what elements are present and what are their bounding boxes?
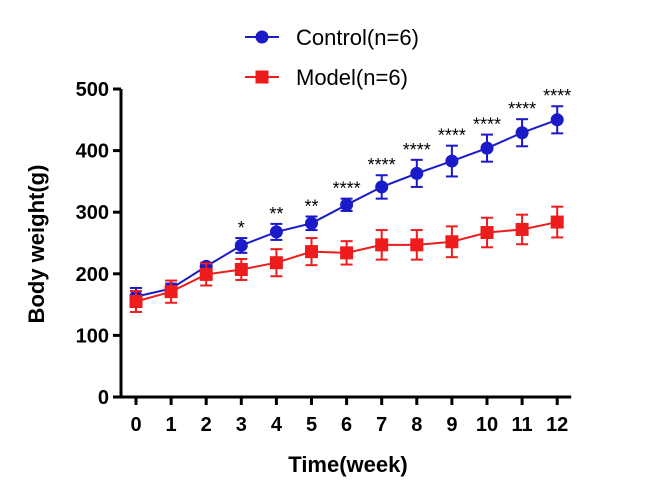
x-tick-label-8: 8 [411,414,422,436]
data-point-1-4 [269,256,283,270]
significance-label-7: **** [368,155,396,175]
y-tick-label-300: 300 [76,202,109,224]
legend-label: Control(n=6) [296,25,419,50]
data-point-1-3 [234,262,248,276]
data-point-0-11 [515,126,529,140]
data-point-0-7 [375,180,389,194]
significance-label-6: **** [333,179,361,199]
x-tick-label-5: 5 [306,414,317,436]
data-point-0-9 [445,154,459,168]
x-tick-label-2: 2 [201,414,212,436]
x-tick-label-9: 9 [446,414,457,436]
x-axis-label: Time(week) [288,452,407,477]
x-tick-label-4: 4 [271,414,283,436]
x-tick-label-6: 6 [341,414,352,436]
data-point-0-8 [410,166,424,180]
data-point-1-2 [199,267,213,281]
significance-label-4: ** [269,204,283,224]
data-point-1-7 [375,238,389,252]
series-1 [129,205,564,313]
legend-label: Model(n=6) [296,65,408,90]
y-axis-label: Body weight(g) [24,165,49,324]
y-tick-label-200: 200 [76,264,109,286]
significance-label-8: **** [403,140,431,160]
x-tick-label-7: 7 [376,414,387,436]
y-tick-label-500: 500 [76,79,109,101]
data-point-1-11 [515,222,529,236]
data-point-1-6 [340,246,354,260]
data-point-1-10 [480,226,494,240]
data-point-0-4 [269,225,283,239]
data-point-0-10 [480,141,494,155]
y-tick-label-400: 400 [76,141,109,163]
significance-label-12: **** [543,86,571,106]
data-point-0-3 [234,238,248,252]
legend-marker [255,70,269,84]
x-tick-label-10: 10 [476,414,498,436]
significance-label-5: ** [304,197,318,217]
legend-entry-0: Control(n=6) [245,25,419,50]
data-point-0-6 [340,198,354,212]
data-point-1-1 [164,285,178,299]
data-point-0-5 [305,216,318,230]
data-point-1-5 [305,245,318,259]
chart-annotations: *** ****************************** [238,86,571,238]
x-tick-label-1: 1 [166,414,177,436]
x-tick-label-11: 11 [512,414,533,436]
significance-label-11: **** [508,99,536,119]
data-point-0-12 [550,113,564,127]
significance-label-3: * [238,218,245,238]
chart-series [129,105,564,313]
data-point-1-12 [550,215,564,229]
data-point-1-8 [410,238,424,252]
data-point-1-9 [445,235,459,249]
data-point-1-0 [129,295,143,309]
significance-label-9: **** [438,126,466,146]
y-tick-label-0: 0 [98,387,109,409]
legend-marker [255,30,269,44]
y-tick-label-100: 100 [76,325,109,347]
series-0 [129,105,564,307]
x-tick-label-0: 0 [130,414,141,436]
chart-legend: Control(n=6) Model(n=6) [245,25,419,90]
x-tick-label-12: 12 [546,414,568,436]
legend-entry-1: Model(n=6) [245,65,408,90]
x-tick-label-3: 3 [236,414,247,436]
significance-label-10: **** [473,115,501,135]
